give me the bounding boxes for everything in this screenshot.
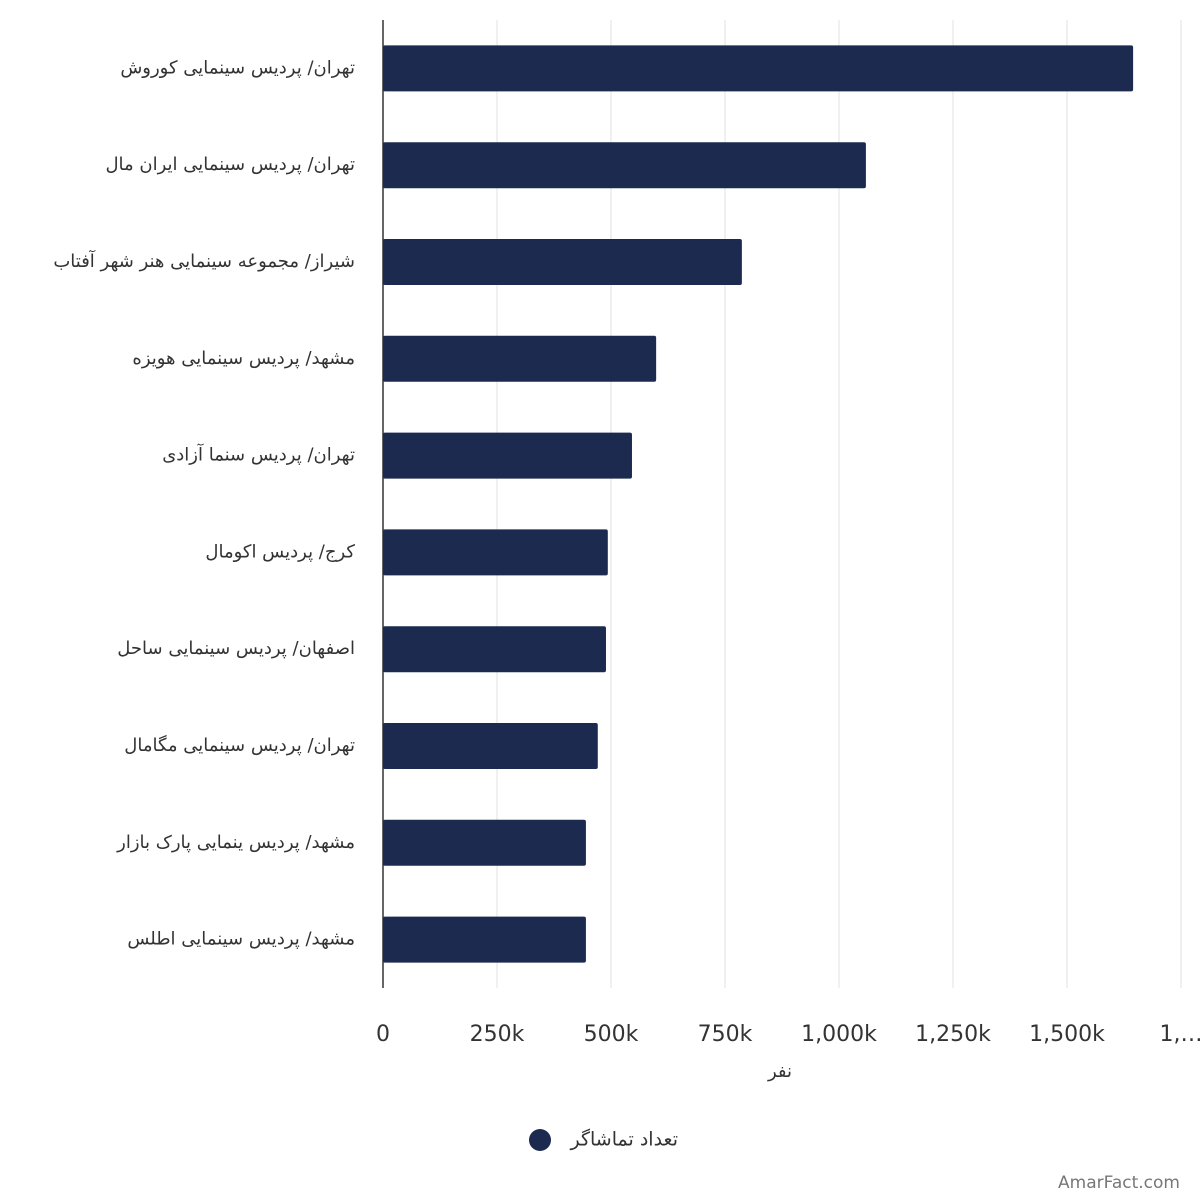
bar xyxy=(383,723,598,769)
x-tick-label: 250k xyxy=(470,1022,525,1047)
bar xyxy=(383,916,586,963)
x-tick-label: 1,000k xyxy=(801,1022,877,1047)
x-tick-label: 750k xyxy=(698,1022,753,1047)
bar xyxy=(383,626,606,673)
bar xyxy=(383,529,608,576)
y-tick-label: مشهد/ پردیس سینمایی اطلس xyxy=(127,929,355,950)
x-tick-label: 1,… xyxy=(1160,1022,1200,1047)
y-tick-label: شیراز/ مجموعه سینمایی هنر شهر آفتاب xyxy=(53,249,355,272)
x-tick-label: 0 xyxy=(376,1022,390,1047)
bar xyxy=(383,239,742,285)
watermark: AmarFact.com xyxy=(1058,1173,1180,1193)
bar xyxy=(383,335,657,382)
y-tick-label: تهران/ پردیس سینمایی ایران مال xyxy=(105,154,355,175)
y-tick-label: کرج/ پردیس اکومال xyxy=(205,541,355,562)
x-tick-label: 1,250k xyxy=(915,1022,991,1047)
y-tick-label: مشهد/ پردیس ینمایی پارک بازار xyxy=(116,832,355,853)
x-axis-label: نفر xyxy=(767,1061,792,1082)
bar xyxy=(383,819,586,866)
bar xyxy=(383,432,632,479)
bar xyxy=(383,45,1134,92)
x-tick-label: 1,500k xyxy=(1029,1022,1105,1047)
y-tick-label: تهران/ پردیس سینمایی مگامال xyxy=(124,734,355,756)
bar xyxy=(383,142,866,189)
legend-marker xyxy=(529,1129,551,1151)
y-tick-label: تهران/ پردیس سینمایی کوروش xyxy=(120,57,355,78)
y-tick-label: اصفهان/ پردیس سینمایی ساحل xyxy=(117,638,355,659)
y-tick-label: تهران/ پردیس سنما آزادی xyxy=(162,443,355,466)
x-tick-label: 500k xyxy=(584,1022,639,1047)
y-tick-label: مشهد/ پردیس سینمایی هویزه xyxy=(132,348,355,369)
legend-label: تعداد تماشاگر xyxy=(569,1128,678,1151)
